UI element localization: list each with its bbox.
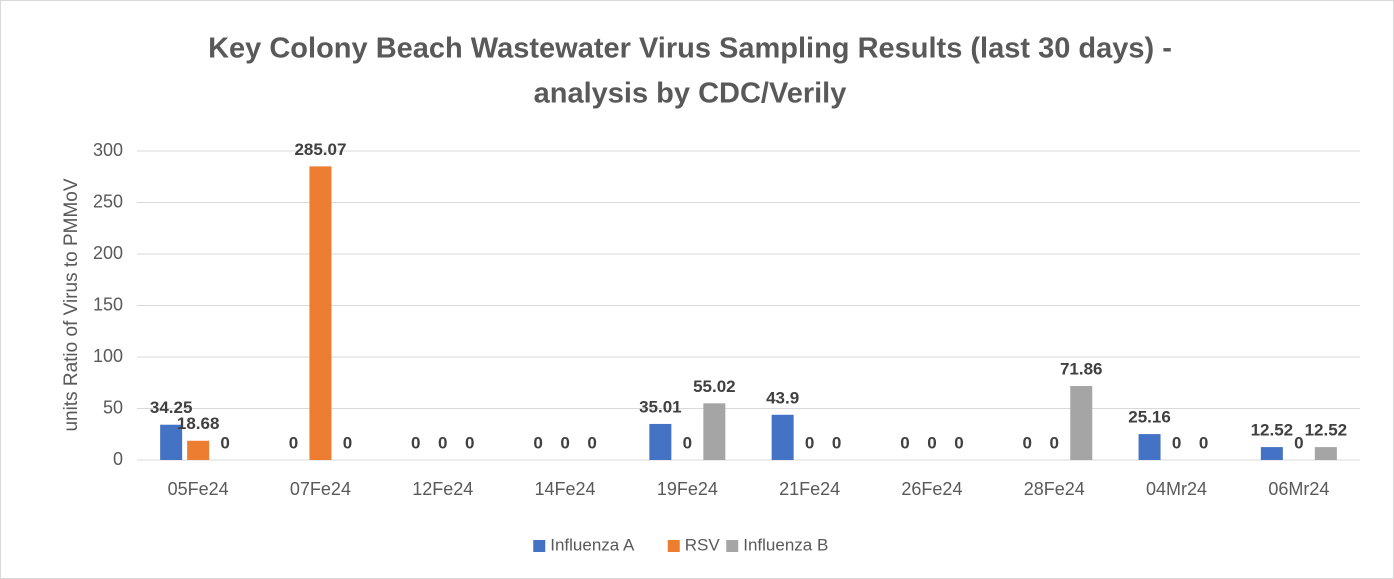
x-tick-label: 19Fe24 [657,479,718,499]
data-label: 12.52 [1305,421,1348,440]
legend-label: Influenza A [550,535,635,554]
y-tick-label: 250 [93,191,123,211]
data-label: 0 [343,433,352,452]
data-label: 0 [1050,433,1059,452]
data-label: 25.16 [1128,408,1171,427]
legend-swatch [533,540,546,552]
data-label: 0 [1023,433,1032,452]
y-tick-label: 100 [93,346,123,366]
legend-swatch [726,540,739,552]
data-label: 0 [289,433,298,452]
chart-title: analysis by CDC/Verily [534,78,847,110]
data-label: 0 [832,433,841,452]
bar [649,423,672,460]
data-label: 0 [411,433,420,452]
bar [1314,447,1337,460]
y-tick-label: 300 [93,140,123,160]
x-tick-label: 04Mr24 [1146,479,1207,499]
x-tick-label: 06Mr24 [1268,479,1329,499]
legend-label: RSV [685,535,721,554]
data-label: 0 [805,433,814,452]
bar [187,440,210,460]
y-tick-label: 150 [93,294,123,314]
data-label: 285.07 [294,140,346,159]
x-tick-label: 14Fe24 [535,479,596,499]
y-axis-label: units Ratio of Virus to PMMoV [61,178,82,431]
bar [703,403,726,460]
legend-label: Influenza B [743,535,828,554]
chart-title: Key Colony Beach Wastewater Virus Sampli… [208,33,1172,65]
bar [309,166,332,460]
x-tick-label: 28Fe24 [1024,479,1085,499]
data-label: 0 [1172,433,1181,452]
bar [1260,447,1283,460]
bar [160,424,183,460]
data-label: 0 [927,433,936,452]
data-label: 71.86 [1060,359,1103,378]
y-tick-label: 200 [93,243,123,263]
data-label: 35.01 [639,397,682,416]
data-label: 0 [587,433,596,452]
x-tick-label: 12Fe24 [412,479,473,499]
x-tick-label: 21Fe24 [779,479,840,499]
data-label: 18.68 [177,414,220,433]
y-tick-label: 0 [113,449,123,469]
data-label: 0 [438,433,447,452]
x-tick-label: 05Fe24 [168,479,229,499]
bar [1070,385,1093,460]
data-label: 43.9 [766,388,799,407]
data-label: 0 [533,433,542,452]
data-label: 0 [560,433,569,452]
data-label: 0 [900,433,909,452]
legend-swatch [667,540,680,552]
data-label: 0 [954,433,963,452]
bar [1138,434,1161,460]
data-label: 12.52 [1251,421,1294,440]
data-label: 0 [1294,433,1303,452]
data-label: 0 [220,433,229,452]
data-label: 34.25 [150,398,193,417]
data-label: 0 [1199,433,1208,452]
data-label: 0 [683,433,692,452]
x-tick-label: 07Fe24 [290,479,351,499]
data-label: 0 [465,433,474,452]
bar [771,414,794,460]
data-label: 55.02 [693,377,736,396]
y-tick-label: 50 [103,397,123,417]
x-tick-label: 26Fe24 [901,479,962,499]
